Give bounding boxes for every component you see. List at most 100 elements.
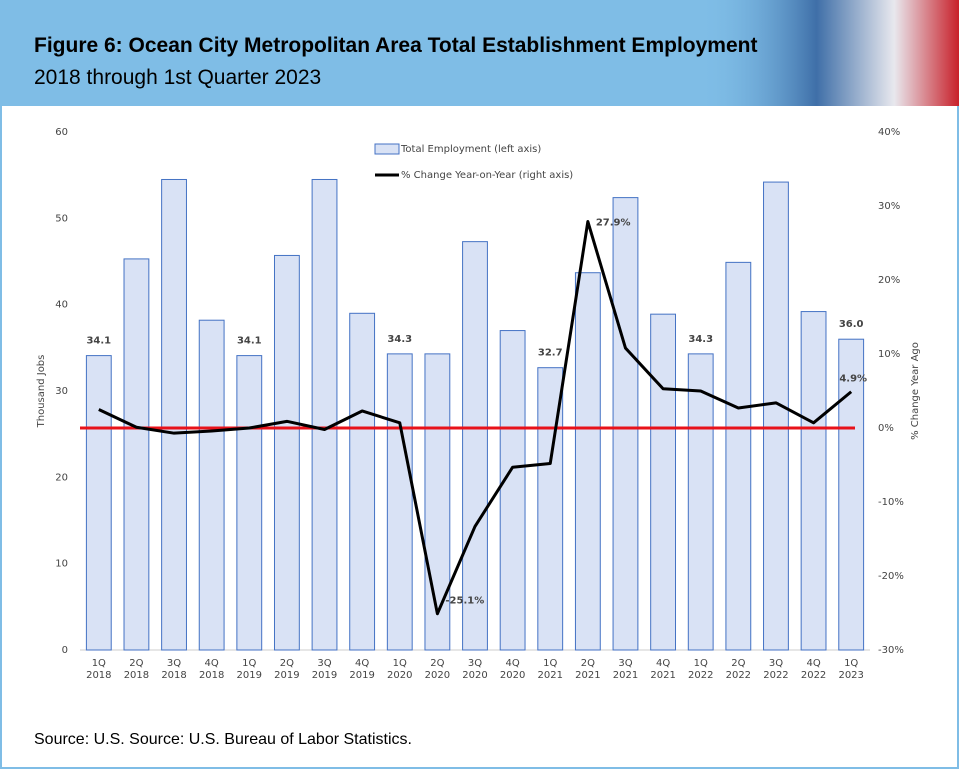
bar [161, 178, 187, 651]
bar-value-label: 32.7 [538, 348, 563, 359]
x-tick-year: 2020 [500, 670, 525, 681]
legend-swatch [374, 143, 400, 155]
legend-label: % Change Year-on-Year (right axis) [401, 170, 573, 181]
y2-tick-label: 10% [878, 349, 900, 360]
x-tick-label: 2Q 2020 [425, 658, 450, 681]
bar [574, 272, 601, 651]
x-tick-label: 1Q 2021 [538, 658, 563, 681]
y-tick-label: 50 [55, 213, 68, 224]
bar [462, 241, 488, 651]
y2-tick-label: 0% [878, 423, 894, 434]
bar [386, 353, 413, 651]
bar [838, 338, 865, 651]
bar [424, 353, 451, 651]
x-tick-year: 2022 [726, 670, 751, 681]
bar-value-label: 34.1 [237, 336, 262, 347]
y2-tick-label: -20% [878, 571, 904, 582]
flag-decoration [700, 0, 959, 106]
x-tick-quarter: 1Q [844, 658, 858, 669]
x-tick-label: 4Q 2019 [349, 658, 374, 681]
x-tick-quarter: 1Q [694, 658, 708, 669]
x-tick-quarter: 3Q [769, 658, 783, 669]
x-tick-quarter: 4Q [355, 658, 369, 669]
y2-tick-label: 40% [878, 127, 900, 138]
bar [236, 355, 263, 651]
x-tick-quarter: 1Q [393, 658, 407, 669]
x-tick-quarter: 4Q [656, 658, 670, 669]
chart-title: Figure 6: Ocean City Metropolitan Area T… [34, 34, 757, 57]
x-tick-quarter: 2Q [280, 658, 294, 669]
bar-value-label: 34.1 [86, 336, 111, 347]
x-tick-quarter: 4Q [506, 658, 520, 669]
x-tick-label: 1Q 2022 [688, 658, 713, 681]
line-value-label: 4.9% [839, 374, 867, 385]
y-tick-label: 40 [55, 300, 68, 311]
x-tick-year: 2023 [838, 670, 863, 681]
x-tick-label: 3Q 2018 [161, 658, 186, 681]
bar [311, 178, 338, 651]
x-tick-label: 3Q 2020 [462, 658, 487, 681]
y2-tick-label: 20% [878, 275, 900, 286]
y-tick-label: 0 [62, 645, 68, 656]
x-tick-quarter: 4Q [205, 658, 219, 669]
x-tick-label: 1Q 2019 [237, 658, 262, 681]
y-tick-label: 30 [55, 386, 68, 397]
bar [800, 311, 827, 651]
bar [198, 319, 225, 651]
x-tick-year: 2018 [124, 670, 149, 681]
x-tick-year: 2021 [613, 670, 638, 681]
x-tick-quarter: 3Q [317, 658, 331, 669]
x-tick-year: 2022 [801, 670, 826, 681]
x-tick-year: 2022 [763, 670, 788, 681]
x-tick-year: 2018 [199, 670, 224, 681]
x-tick-quarter: 1Q [242, 658, 256, 669]
x-tick-year: 2018 [161, 670, 186, 681]
bar [273, 254, 300, 651]
x-tick-label: 4Q 2022 [801, 658, 826, 681]
x-tick-quarter: 4Q [806, 658, 820, 669]
bar-value-label: 36.0 [839, 319, 864, 330]
bar [612, 197, 639, 651]
y-tick-label: 10 [55, 559, 68, 570]
x-tick-quarter: 2Q [129, 658, 143, 669]
x-tick-label: 1Q 2018 [86, 658, 111, 681]
x-tick-year: 2021 [575, 670, 600, 681]
y-tick-label: 20 [55, 472, 68, 483]
x-tick-label: 1Q 2023 [838, 658, 863, 681]
x-tick-quarter: 3Q [468, 658, 482, 669]
x-tick-year: 2021 [650, 670, 675, 681]
bar [499, 330, 526, 651]
bar [725, 261, 752, 651]
x-tick-label: 2Q 2019 [274, 658, 299, 681]
y2-axis-title: % Change Year Ago [910, 342, 921, 440]
x-tick-label: 3Q 2022 [763, 658, 788, 681]
legend-label: Total Employment (left axis) [400, 144, 541, 155]
bar [650, 313, 677, 651]
x-tick-quarter: 3Q [167, 658, 181, 669]
bar-value-label: 34.3 [688, 334, 713, 345]
x-tick-quarter: 2Q [731, 658, 745, 669]
x-tick-year: 2019 [349, 670, 374, 681]
x-tick-quarter: 1Q [92, 658, 106, 669]
bar [85, 355, 112, 651]
x-tick-year: 2019 [274, 670, 299, 681]
y-axis-title: Thousand Jobs [36, 355, 47, 429]
x-tick-label: 4Q 2018 [199, 658, 224, 681]
x-tick-year: 2022 [688, 670, 713, 681]
x-tick-year: 2020 [462, 670, 487, 681]
x-tick-year: 2019 [237, 670, 262, 681]
x-tick-label: 3Q 2019 [312, 658, 337, 681]
x-tick-label: 4Q 2020 [500, 658, 525, 681]
x-tick-year: 2020 [425, 670, 450, 681]
x-tick-year: 2018 [86, 670, 111, 681]
x-tick-year: 2020 [387, 670, 412, 681]
x-tick-quarter: 2Q [430, 658, 444, 669]
x-tick-label: 2Q 2018 [124, 658, 149, 681]
x-tick-label: 4Q 2021 [650, 658, 675, 681]
x-tick-quarter: 3Q [618, 658, 632, 669]
line-value-label: -25.1% [445, 596, 484, 607]
line [98, 220, 853, 616]
chart-subtitle: 2018 through 1st Quarter 2023 [34, 66, 321, 89]
y2-tick-label: 30% [878, 201, 900, 212]
